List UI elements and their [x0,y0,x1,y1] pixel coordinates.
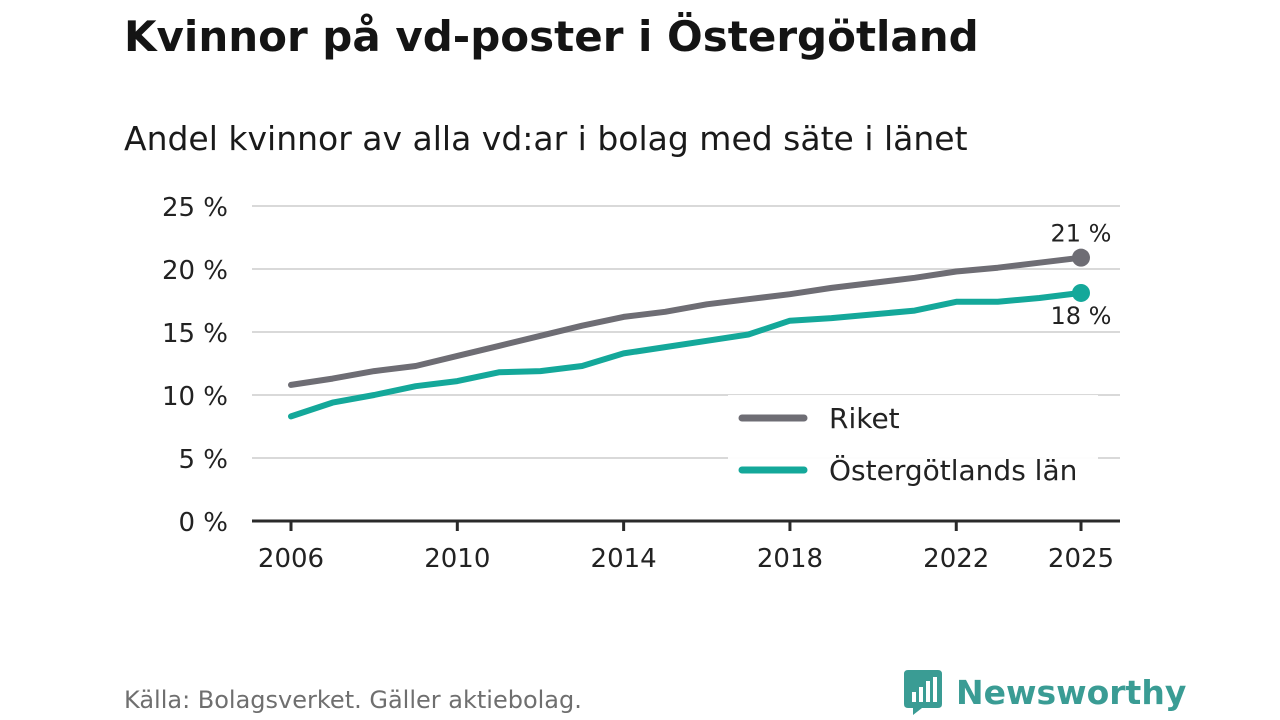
x-tick-label: 2014 [591,544,657,574]
x-tick-label: 2018 [757,544,823,574]
chart-title: Kvinnor på vd-poster i Östergötland [124,12,979,61]
series-end-point [1072,248,1090,267]
x-tick-label: 2010 [424,544,490,574]
series-0: 21 % [288,220,1112,388]
legend-label: Riket [829,402,900,435]
y-tick-label: 0 % [178,508,228,538]
x-tick-label: 2006 [258,544,324,574]
series-line [288,254,1084,388]
brand-logo[interactable]: Newsworthy [902,668,1186,716]
legend-background [728,395,1098,505]
chart-subtitle: Andel kvinnor av alla vd:ar i bolag med … [124,119,968,158]
series-line [288,289,1084,420]
x-tick-label: 2022 [923,544,989,574]
series-end-label: 18 % [1051,302,1112,330]
legend: Riket Östergötlands län [728,395,1098,505]
source-note: Källa: Bolagsverket. Gäller aktiebolag. [124,686,582,714]
brand-name: Newsworthy [956,672,1187,712]
x-axis: 2006 2010 2014 2018 2022 2025 [252,519,1120,574]
y-axis-ticks: 0 % 5 % 10 % 15 % 20 % 25 % [162,193,228,538]
legend-label: Östergötlands län [829,453,1077,487]
y-tick-label: 25 % [162,193,228,223]
newsworthy-logo-icon [904,670,942,715]
series-layer: 21 % 18 % [288,220,1112,420]
y-tick-label: 5 % [178,445,228,475]
series-end-label: 21 % [1051,220,1112,248]
y-tick-label: 20 % [162,256,228,286]
series-1: 18 % [288,283,1112,420]
series-end-point [1072,283,1090,302]
x-tick-label: 2025 [1048,544,1114,574]
y-tick-label: 10 % [162,382,228,412]
y-tick-label: 15 % [162,319,228,349]
